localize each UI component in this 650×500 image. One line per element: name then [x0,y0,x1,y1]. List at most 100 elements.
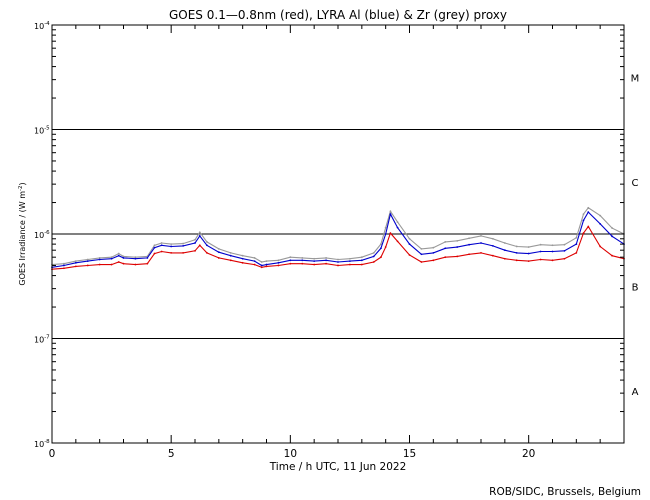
series-point-2-30 [360,263,363,266]
series-point-1-38 [432,251,435,254]
series-point-0-8 [134,256,137,259]
x-tick-label-4: 20 [522,448,535,460]
series-point-0-20 [253,257,256,259]
series-point-0-10 [153,244,156,247]
series-point-1-28 [337,261,339,263]
series-point-0-39 [444,241,447,243]
series-point-0-17 [217,248,220,250]
x-tick-label-1: 5 [168,448,175,460]
series-point-2-49 [563,257,566,260]
series-point-2-42 [480,251,482,254]
series-point-1-11 [160,244,163,247]
series-point-2-22 [265,265,268,268]
series-point-0-28 [337,258,339,261]
series-point-0-13 [182,242,184,245]
series-point-2-29 [349,263,351,266]
series-point-0-5 [110,256,113,259]
series-point-2-1 [63,267,65,270]
series-point-1-33 [384,233,387,235]
series-point-2-15 [198,244,201,247]
series-point-0-3 [86,258,89,261]
series-point-1-17 [217,251,220,254]
series-point-0-31 [372,251,375,254]
series-point-2-36 [408,254,411,256]
series-point-1-37 [420,253,423,256]
series-point-2-25 [301,262,304,265]
series-point-1-35 [396,226,399,229]
series-point-0-4 [98,257,101,259]
series-point-0-52 [587,206,590,209]
flare-class-label-c: C [632,178,639,189]
series-point-0-27 [325,257,327,259]
series-point-2-40 [456,255,459,258]
series-point-0-23 [277,259,280,262]
series-point-2-53 [599,245,602,248]
series-point-2-12 [170,251,173,254]
series-point-0-43 [492,237,494,240]
series-point-1-8 [134,257,137,260]
series-point-2-54 [611,254,613,257]
series-point-0-41 [468,237,470,240]
series-point-1-31 [372,255,375,258]
x-tick-label-3: 15 [403,448,416,460]
series-point-2-51 [582,232,585,235]
series-point-1-30 [360,259,363,262]
chart-title: GOES 0.1—0.8nm (red), LYRA Al (blue) & Z… [169,8,507,22]
series-point-2-33 [384,246,387,248]
series-point-2-27 [325,262,327,265]
series-point-2-24 [289,262,292,265]
series-point-0-50 [575,236,578,239]
series-point-0-45 [515,245,518,248]
series-point-2-11 [160,250,163,253]
series-point-0-26 [313,257,316,260]
series-point-2-28 [337,264,339,267]
series-point-0-6 [117,252,120,255]
series-point-1-27 [325,259,327,262]
series-point-0-46 [527,246,530,248]
series-line-1 [51,211,625,268]
series-point-1-48 [551,250,554,253]
series-point-2-50 [575,251,578,254]
series-point-2-38 [432,259,435,262]
series-point-2-44 [503,257,506,260]
flare-class-label-a: A [632,387,639,398]
series-point-0-25 [301,257,304,259]
series-point-0-48 [551,244,554,247]
series-point-2-17 [217,257,220,259]
series-point-1-5 [110,257,113,260]
series-point-2-6 [117,261,120,263]
series-point-0-34 [389,210,392,213]
series-point-2-18 [229,259,232,262]
series-point-0-11 [160,242,163,244]
series-point-1-23 [277,261,280,264]
series-point-2-23 [277,264,280,267]
series-point-2-20 [253,263,256,266]
series-point-1-52 [587,211,590,214]
series-point-0-37 [420,248,423,250]
series-line-2 [51,225,625,270]
series-point-1-18 [229,254,232,257]
series-point-1-15 [198,234,201,237]
y-tick-label-2: 10-6 [34,230,50,240]
series-point-2-52 [587,225,590,228]
series-point-2-26 [313,263,316,266]
series-point-2-47 [539,258,542,261]
x-axis: 0 5 10 15 20 [49,25,625,460]
series-layer [51,206,625,271]
series-point-1-19 [241,257,244,260]
series-point-1-21 [260,264,263,267]
series-point-0-12 [170,243,173,246]
series-point-0-51 [582,213,585,216]
series-point-0-33 [384,226,387,229]
series-point-2-45 [515,259,518,262]
flare-class-label-m: M [631,73,640,84]
series-point-1-47 [539,250,542,253]
series-point-2-16 [206,251,208,254]
series-point-2-2 [74,265,77,268]
series-point-0-16 [206,241,208,243]
series-point-1-1 [63,264,65,267]
series-point-2-5 [110,263,113,266]
series-point-0-36 [408,237,411,240]
series-point-0-49 [563,243,566,246]
